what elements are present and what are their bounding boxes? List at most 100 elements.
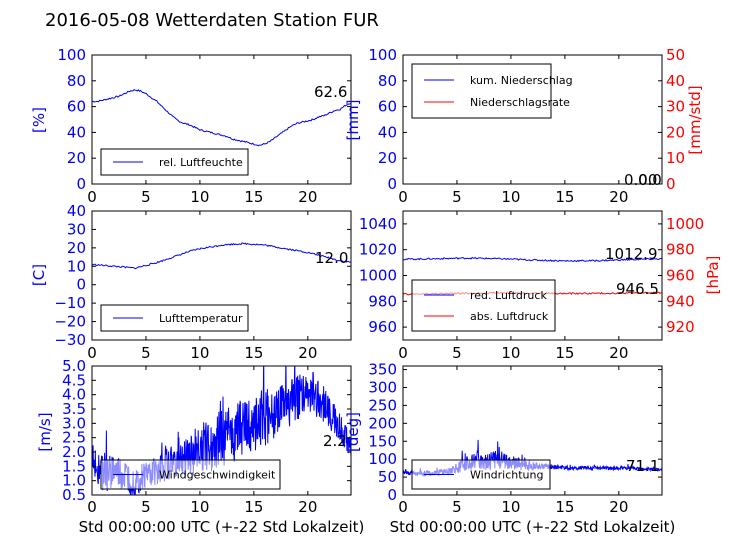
windspeed-xlabel: Std 00:00:00 UTC (+-22 Std Lokalzeit) xyxy=(79,518,365,536)
temperature-ytick-label: 30 xyxy=(67,220,86,238)
temperature-panel: 0 5 10 15 20−30−20−10010203040[C]Lufttempera… xyxy=(30,202,352,362)
pressure-ytick-right-label: 980 xyxy=(666,241,695,259)
pressure-panel: 0 5 10 15 20 960 980 1000 1020 1040 920 940 960 980 10… xyxy=(359,210,722,362)
winddirection-xtick-label: 10 xyxy=(501,498,520,516)
humidity-xtick-label: 0 xyxy=(87,188,97,206)
temperature-ytick-label: 10 xyxy=(67,257,86,275)
temperature-ytick-label: −30 xyxy=(54,331,86,349)
humidity-ylabel: [%] xyxy=(30,107,48,133)
precipitation-ytick-right-label: 0 xyxy=(666,175,676,193)
precipitation-ytick-right-label: 30 xyxy=(666,98,685,116)
precipitation-legend-label: Niederschlagsrate xyxy=(470,96,570,109)
winddirection-ytick-label: 200 xyxy=(368,414,397,432)
pressure-xtick-label: 10 xyxy=(501,344,520,362)
precipitation-ytick-right-label: 20 xyxy=(666,123,685,141)
temperature-xtick-label: 15 xyxy=(244,344,263,362)
winddirection-ytick-label: 350 xyxy=(368,361,397,379)
precipitation-xtick-label: 0 xyxy=(398,188,408,206)
pressure-ytick-label: 960 xyxy=(368,318,397,336)
windspeed-xtick-label: 15 xyxy=(244,498,263,516)
humidity-xtick-label: 10 xyxy=(190,188,209,206)
temperature-xtick-label: 10 xyxy=(190,344,209,362)
precipitation-legend-label: kum. Niederschlag xyxy=(470,74,573,87)
humidity-xtick-label: 5 xyxy=(141,188,151,206)
winddirection-xlabel: Std 00:00:00 UTC (+-22 Std Lokalzeit) xyxy=(390,518,676,536)
precipitation-plot-frame xyxy=(402,54,663,185)
pressure-legend-label: red. Luftdruck xyxy=(470,289,547,302)
winddirection-ytick-label: 100 xyxy=(368,450,397,468)
windspeed-ytick-label: 3.0 xyxy=(62,414,86,432)
temperature-ytick-label: −10 xyxy=(54,294,86,312)
pressure-xtick-label: 15 xyxy=(555,344,574,362)
precipitation-ytick-label: 20 xyxy=(378,149,397,167)
humidity-panel: 0 5 10 15 20 0 20 40 60 80 100 [%] rel. Luftfeuchte 6… xyxy=(30,46,352,206)
winddirection-xtick-label: 20 xyxy=(609,498,628,516)
pressure-ytick-right-label: 960 xyxy=(666,267,695,285)
humidity-legend-label: rel. Luftfeuchte xyxy=(159,156,243,169)
precipitation-xtick-label: 15 xyxy=(555,188,574,206)
humidity-xtick-label: 15 xyxy=(244,188,263,206)
pressure-ytick-right-label: 1000 xyxy=(666,215,704,233)
pressure-xtick-label: 5 xyxy=(452,344,462,362)
temperature-ytick-label: 0 xyxy=(76,276,86,294)
windspeed-ytick-label: 5.0 xyxy=(62,357,86,375)
pressure-legend-label: abs. Luftdruck xyxy=(470,310,549,323)
winddirection-ytick-label: 0 xyxy=(387,486,397,504)
pressure-end-value-2: 946.5 xyxy=(616,280,659,298)
temperature-ytick-label: −20 xyxy=(54,313,86,331)
winddirection-xtick-label: 15 xyxy=(555,498,574,516)
precipitation-ylabel: [mm] xyxy=(344,100,362,141)
humidity-ytick-label: 100 xyxy=(57,46,86,64)
temperature-ylabel: [C] xyxy=(30,264,48,286)
precipitation-xtick-label: 5 xyxy=(452,188,462,206)
precipitation-end-value-2: 0.0 xyxy=(638,171,662,189)
humidity-ytick-label: 40 xyxy=(67,123,86,141)
temperature-plot-frame xyxy=(91,210,352,341)
windspeed-legend-label: Windgeschwindigkeit xyxy=(159,469,276,482)
precipitation-ytick-label: 0 xyxy=(387,175,397,193)
precipitation-xtick-label: 10 xyxy=(501,188,520,206)
windspeed-xtick-label: 20 xyxy=(298,498,317,516)
windspeed-panel: 0 5 10 15 20 0.51.01.52.02.53.03.54.04.55.0 [m… xyxy=(36,357,365,536)
humidity-ytick-label: 0 xyxy=(76,175,86,193)
humidity-plot-frame xyxy=(91,54,352,185)
pressure-ytick-label: 1040 xyxy=(359,215,397,233)
precipitation-legend-box xyxy=(411,63,552,119)
windspeed-ylabel: [m/s] xyxy=(36,412,54,451)
precipitation-xtick-label: 20 xyxy=(609,188,628,206)
windspeed-ytick-label: 1.0 xyxy=(62,472,86,490)
temperature-xtick-label: 5 xyxy=(141,344,151,362)
precipitation-ytick-label: 100 xyxy=(368,46,397,64)
winddirection-ytick-label: 250 xyxy=(368,396,397,414)
humidity-ytick-label: 20 xyxy=(67,149,86,167)
pressure-xtick-label: 0 xyxy=(398,344,408,362)
windspeed-ytick-label: 3.5 xyxy=(62,400,86,418)
precipitation-ylabel-right: [mm/std] xyxy=(686,85,704,154)
precipitation-ytick-right-label: 10 xyxy=(666,149,685,167)
pressure-legend-box xyxy=(411,279,556,332)
windspeed-ytick-label: 4.5 xyxy=(62,371,86,389)
windspeed-ytick-label: 2.0 xyxy=(62,443,86,461)
humidity-end-value: 62.6 xyxy=(314,83,347,101)
winddirection-end-value: 71.1 xyxy=(626,457,659,475)
windspeed-series-0 xyxy=(92,366,351,495)
pressure-xtick-label: 20 xyxy=(609,344,628,362)
humidity-xtick-label: 20 xyxy=(298,188,317,206)
precipitation-panel: 0 5 10 15 20 0 20 40 60 80 100 0 10 20 30 40 50 [mm] [mm/s… xyxy=(344,46,704,206)
temperature-end-value: 12.0 xyxy=(315,249,348,267)
precipitation-ytick-label: 40 xyxy=(378,123,397,141)
temperature-ytick-label: 20 xyxy=(67,239,86,257)
pressure-ytick-right-label: 920 xyxy=(666,318,695,336)
windspeed-ytick-label: 0.5 xyxy=(62,486,86,504)
pressure-series-0 xyxy=(403,256,662,263)
pressure-ytick-label: 1000 xyxy=(359,267,397,285)
winddirection-plot-frame xyxy=(402,365,663,496)
winddirection-ytick-label: 300 xyxy=(368,379,397,397)
windspeed-ytick-label: 2.5 xyxy=(62,429,86,447)
winddirection-ytick-label: 150 xyxy=(368,432,397,450)
winddirection-legend-label: Windrichtung xyxy=(470,469,543,482)
windspeed-plot-frame xyxy=(91,365,352,496)
